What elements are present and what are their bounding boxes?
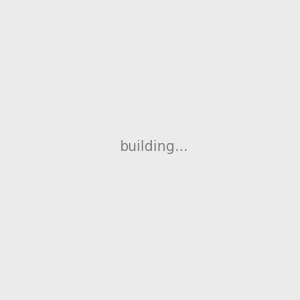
Text: building...: building... [119,140,188,154]
